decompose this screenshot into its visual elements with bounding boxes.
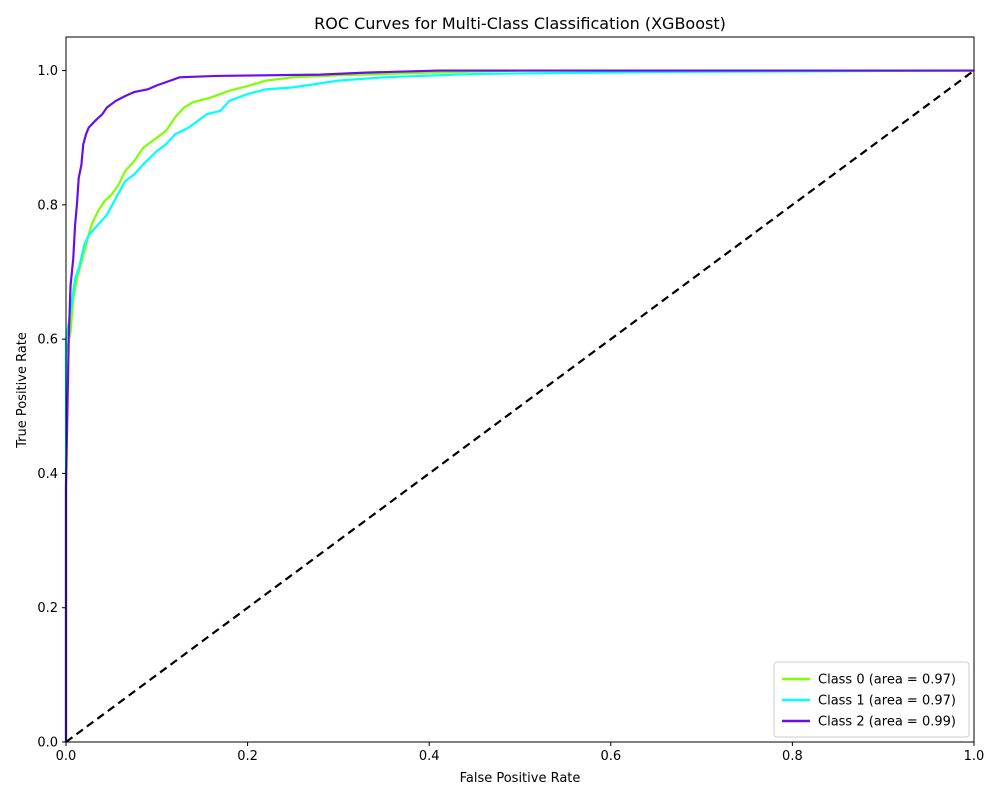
roc-curve-class-1 [64,69,975,742]
x-tick-label: 0.8 [782,749,803,764]
y-tick-label: 0.4 [37,467,58,482]
x-tick-label: 0.2 [237,749,258,764]
chance-diagonal-line [65,69,975,743]
x-axis-ticks: 0.0 0.2 0.4 0.6 0.8 1.0 [56,742,985,764]
x-axis-label: False Positive Rate [460,771,581,786]
legend-box [773,661,970,738]
x-tick-label: 0.0 [56,749,77,764]
plot-frame [65,36,975,743]
chart-title: ROC Curves for Multi-Class Classificatio… [314,14,726,33]
roc-curve-class-2 [64,69,974,742]
series-layer [64,69,975,743]
legend-entry-label: Class 2 (area = 0.99) [818,715,956,730]
x-tick-label: 0.6 [600,749,621,764]
y-tick-label: 0.6 [37,333,58,348]
y-tick-label: 1.0 [37,64,58,79]
y-tick-label: 0.2 [37,601,58,616]
legend: Class 0 (area = 0.97) Class 1 (area = 0.9… [773,661,970,738]
y-tick-label: 0.0 [37,736,58,751]
y-tick-label: 0.8 [37,198,58,213]
y-axis-ticks: 0.0 0.2 0.4 0.6 0.8 1.0 [37,64,66,751]
legend-entry-label: Class 0 (area = 0.97) [818,673,956,688]
legend-entry-label: Class 1 (area = 0.97) [818,694,956,709]
x-tick-label: 0.4 [419,749,440,764]
y-axis-label: True Positive Rate [15,332,30,449]
x-tick-label: 1.0 [964,749,985,764]
